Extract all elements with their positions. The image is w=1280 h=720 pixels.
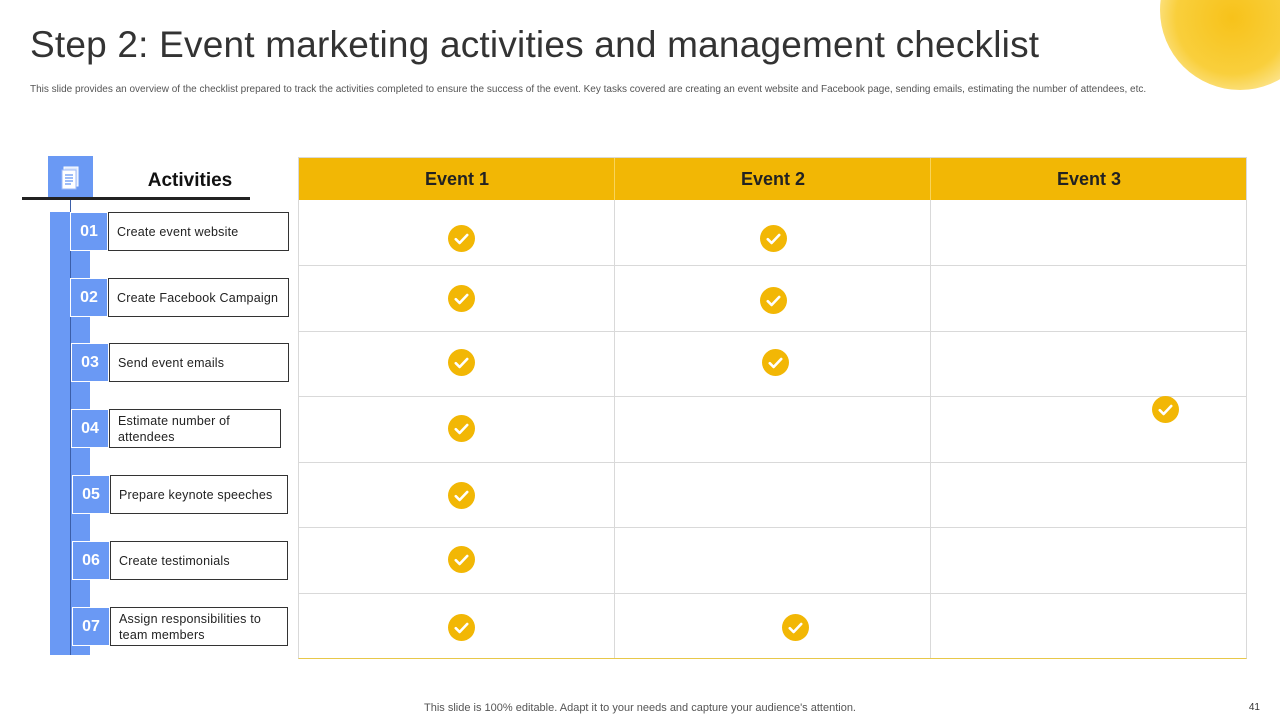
check-icon	[448, 415, 475, 442]
column-divider	[930, 158, 931, 658]
activity-label: Assign responsibilities to team members	[110, 607, 288, 646]
check-icon	[760, 287, 787, 314]
header-divider	[930, 158, 931, 200]
activity-label: Create Facebook Campaign	[108, 278, 289, 317]
check-icon	[762, 349, 789, 376]
activity-number: 06	[72, 541, 110, 580]
check-icon	[782, 614, 809, 641]
activity-label: Send event emails	[109, 343, 289, 382]
page-subtitle: This slide provides an overview of the c…	[30, 84, 1147, 95]
header-divider	[614, 158, 615, 200]
row-divider	[299, 462, 1246, 463]
check-icon	[448, 225, 475, 252]
page-number: 41	[1248, 702, 1260, 713]
column-divider	[614, 158, 615, 658]
check-icon	[448, 285, 475, 312]
activity-number: 02	[70, 278, 108, 317]
footer-note: This slide is 100% editable. Adapt it to…	[424, 702, 856, 714]
table-header	[299, 158, 1246, 200]
decorative-sun-blob	[1160, 0, 1280, 90]
check-icon	[448, 546, 475, 573]
activity-number: 04	[71, 409, 109, 448]
check-icon	[448, 349, 475, 376]
check-icon	[448, 482, 475, 509]
column-header-event-2: Event 2	[740, 168, 806, 189]
activity-label: Estimate number of attendees	[109, 409, 281, 448]
column-header-event-1: Event 1	[424, 168, 490, 189]
activity-label: Prepare keynote speeches	[110, 475, 288, 514]
activity-label: Create testimonials	[110, 541, 288, 580]
activities-heading: Activities	[147, 170, 233, 191]
activity-number: 01	[70, 212, 108, 251]
row-divider	[299, 265, 1246, 266]
activities-connector-line	[70, 200, 71, 655]
check-icon	[760, 225, 787, 252]
row-divider	[299, 593, 1246, 594]
activity-number: 07	[72, 607, 110, 646]
document-icon	[48, 156, 93, 199]
check-icon	[448, 614, 475, 641]
check-icon	[1152, 396, 1179, 423]
row-divider	[299, 331, 1246, 332]
activities-heading-underline	[22, 197, 250, 200]
activity-number: 05	[72, 475, 110, 514]
activity-label: Create event website	[108, 212, 289, 251]
checklist-table: Event 1 Event 2 Event 3	[298, 157, 1247, 659]
column-header-event-3: Event 3	[1056, 168, 1122, 189]
row-divider	[299, 527, 1246, 528]
page-title: Step 2: Event marketing activities and m…	[30, 24, 1040, 65]
row-divider	[299, 396, 1246, 397]
activity-number: 03	[71, 343, 109, 382]
